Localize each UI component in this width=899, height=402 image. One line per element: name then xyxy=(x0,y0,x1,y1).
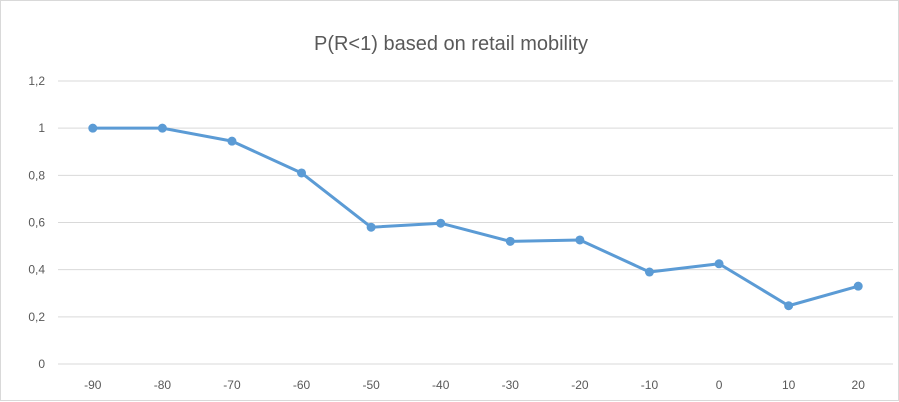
y-tick-label: 1,2 xyxy=(28,74,45,88)
gridlines xyxy=(58,80,893,365)
data-point xyxy=(575,235,585,245)
x-tick-label: -90 xyxy=(84,378,102,392)
data-point xyxy=(784,301,794,311)
y-tick-label: 0,4 xyxy=(28,263,45,277)
data-point xyxy=(366,222,376,232)
data-point xyxy=(436,218,446,228)
data-point xyxy=(157,123,167,133)
data-point xyxy=(853,281,863,291)
x-axis: -90 -80 -70 -60 -50 -40 -30 -20 -10 0 10 20 xyxy=(84,378,865,392)
data-point xyxy=(644,267,654,277)
x-tick-label: 20 xyxy=(852,378,866,392)
series-polyline xyxy=(91,126,860,308)
chart-title: P(R<1) based on retail mobility xyxy=(314,33,588,55)
x-tick-label: -40 xyxy=(432,378,450,392)
data-point xyxy=(227,136,237,146)
x-tick-label: -80 xyxy=(154,378,172,392)
y-tick-label: 0,6 xyxy=(28,216,45,230)
data-point xyxy=(297,168,307,178)
y-tick-label: 0,2 xyxy=(28,310,45,324)
y-axis: 0 0,2 0,4 0,6 0,8 1 1,2 xyxy=(28,74,45,371)
x-tick-label: -30 xyxy=(502,378,520,392)
data-point xyxy=(505,236,515,246)
data-point xyxy=(88,123,98,133)
series-line xyxy=(88,123,863,311)
x-tick-label: 10 xyxy=(782,378,796,392)
x-tick-label: -10 xyxy=(641,378,659,392)
x-tick-label: -50 xyxy=(362,378,380,392)
y-tick-label: 0 xyxy=(38,357,45,371)
y-tick-label: 1 xyxy=(38,121,45,135)
x-tick-label: -60 xyxy=(293,378,311,392)
x-tick-label: -70 xyxy=(223,378,241,392)
y-tick-label: 0,8 xyxy=(28,168,45,182)
x-tick-label: -20 xyxy=(571,378,589,392)
x-tick-label: 0 xyxy=(716,378,723,392)
data-point xyxy=(714,259,724,269)
